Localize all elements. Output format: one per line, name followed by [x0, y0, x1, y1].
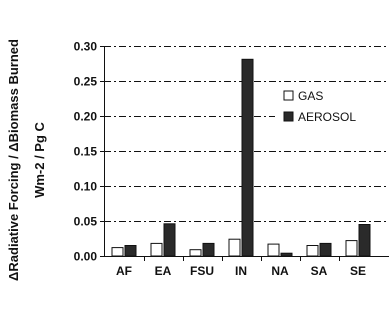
bar-gas-sa — [306, 245, 319, 257]
legend-label-gas: GAS — [298, 89, 323, 103]
bar-gas-se — [345, 240, 358, 257]
bar-aerosol-fsu — [202, 242, 215, 257]
y-axis-title-line-2: Wm-2 / Pg C — [32, 121, 47, 197]
x-ticks: AF EA FSU IN NA SA SE — [116, 256, 366, 278]
y-tick-label: 0.00 — [74, 250, 98, 264]
bar-gas-af — [111, 247, 124, 257]
bar-gas-in — [228, 238, 241, 257]
legend-swatch-gas — [283, 90, 294, 101]
axes — [104, 46, 389, 257]
y-tick-label: 0.15 — [74, 145, 98, 159]
x-tick-label: SA — [311, 264, 328, 278]
x-tick-label: SE — [350, 264, 366, 278]
bar-aerosol-af — [124, 245, 137, 257]
y-axis-title-line-1: ΔRadiative Forcing / ΔBiomass Burned — [6, 39, 21, 281]
y-tick-label: 0.20 — [74, 110, 98, 124]
y-tick-label: 0.30 — [74, 40, 98, 54]
bar-gas-fsu — [189, 249, 202, 257]
bar-aerosol-na — [280, 252, 293, 257]
y-tick-label: 0.25 — [74, 75, 98, 89]
x-tick-label: IN — [235, 264, 247, 278]
y-tick-label: 0.05 — [74, 215, 98, 229]
bar-aerosol-sa — [319, 242, 332, 257]
bar-gas-na — [267, 243, 280, 257]
legend-swatch-aerosol — [283, 111, 294, 122]
y-axis-title: ΔRadiative Forcing / ΔBiomass Burned Wm-… — [6, 39, 47, 281]
y-ticks: 0.00 0.05 0.10 0.15 0.20 0.25 0.30 — [74, 40, 104, 264]
legend-box — [275, 83, 389, 130]
bar-aerosol-in — [241, 58, 254, 257]
legend: GAS AEROSOL — [275, 83, 389, 130]
x-tick-label: FSU — [190, 264, 214, 278]
x-tick-label: EA — [155, 264, 172, 278]
y-tick-label: 0.10 — [74, 180, 98, 194]
x-tick-label: NA — [271, 264, 289, 278]
bar-aerosol-ea — [163, 223, 176, 257]
bar-aerosol-se — [358, 224, 371, 257]
grid — [104, 46, 389, 222]
x-tick-label: AF — [116, 264, 132, 278]
legend-label-aerosol: AEROSOL — [298, 110, 356, 124]
bar-gas-ea — [150, 242, 163, 257]
